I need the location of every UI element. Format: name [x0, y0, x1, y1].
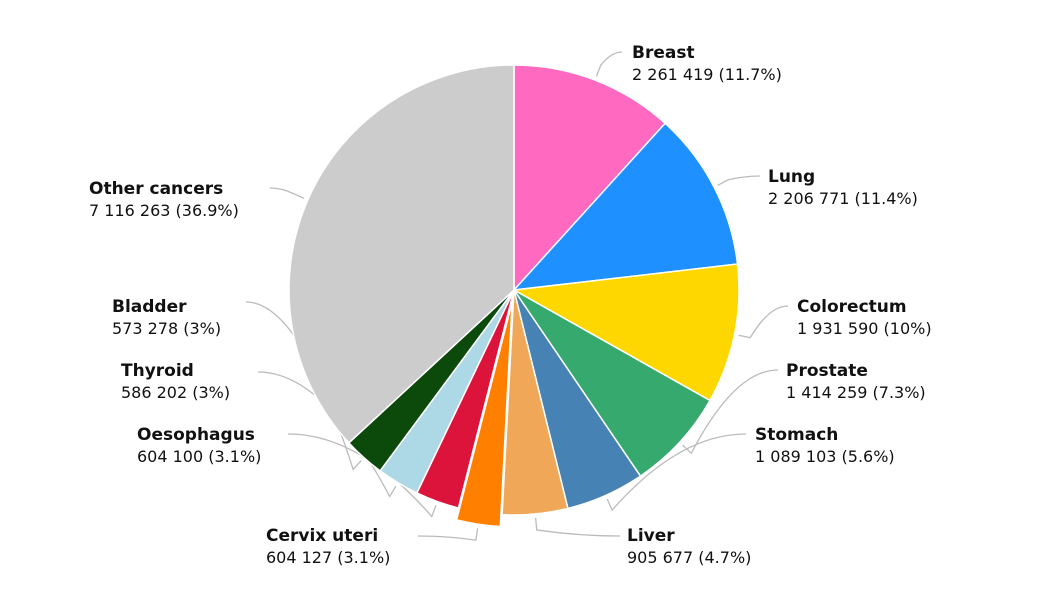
leader-line [417, 528, 479, 541]
slice-label: Thyroid 586 202 (3%) [121, 360, 230, 404]
slice-name: Prostate [786, 361, 868, 381]
leader-line [595, 51, 623, 77]
slice-name: Oesophagus [137, 425, 255, 445]
slice-name: Liver [627, 526, 675, 546]
pie-slice-breast [513, 64, 667, 292]
slice-name: Colorectum [797, 297, 907, 317]
slice-value: 1 089 103 (5.6%) [755, 447, 895, 466]
slice-name: Bladder [112, 297, 187, 317]
slice-name: Thyroid [121, 361, 194, 381]
slice-value: 1 931 590 (10%) [797, 319, 932, 338]
pie-slice-liver [501, 289, 569, 516]
slice-label: Other cancers 7 116 263 (36.9%) [89, 178, 239, 222]
leader-line [717, 175, 761, 186]
slice-label: Bladder 573 278 (3%) [112, 296, 221, 340]
slice-value: 2 206 771 (11.4%) [768, 189, 918, 208]
slice-name: Cervix uteri [266, 526, 379, 546]
leader-line [606, 433, 747, 512]
slice-label: Oesophagus 604 100 (3.1%) [137, 424, 261, 468]
slice-label: Lung 2 206 771 (11.4%) [768, 166, 918, 210]
pie-slice-other-cancers [288, 64, 515, 444]
slice-label: Cervix uteri 604 127 (3.1%) [266, 525, 390, 569]
slice-label: Breast 2 261 419 (11.7%) [632, 42, 782, 86]
slice-value: 604 100 (3.1%) [137, 447, 262, 466]
slice-name: Lung [768, 167, 816, 187]
leader-line [534, 517, 621, 537]
slice-value: 573 278 (3%) [112, 319, 222, 338]
slice-value: 586 202 (3%) [121, 383, 231, 402]
slice-value: 2 261 419 (11.7%) [632, 65, 782, 84]
slice-label: Colorectum 1 931 590 (10%) [797, 296, 932, 340]
pie-slice-prostate [513, 289, 712, 478]
slice-value: 7 116 263 (36.9%) [89, 201, 239, 220]
slice-label: Liver 905 677 (4.7%) [627, 525, 751, 569]
slice-value: 1 414 259 (7.3%) [786, 383, 926, 402]
slice-name: Breast [632, 43, 695, 63]
leader-line [738, 305, 789, 339]
pie-slice-cervix-uteri [455, 301, 513, 528]
leader-line [269, 187, 305, 199]
pie-slice-lung [512, 122, 739, 291]
slice-label: Prostate 1 414 259 (7.3%) [786, 360, 926, 404]
leader-line [682, 369, 779, 455]
slice-value: 905 677 (4.7%) [627, 548, 752, 567]
slice-value: 604 127 (3.1%) [266, 548, 391, 567]
slice-name: Other cancers [89, 179, 224, 199]
pie-slice-colorectum [511, 263, 740, 402]
slice-label: Stomach 1 089 103 (5.6%) [755, 424, 895, 468]
slice-name: Stomach [755, 425, 839, 445]
